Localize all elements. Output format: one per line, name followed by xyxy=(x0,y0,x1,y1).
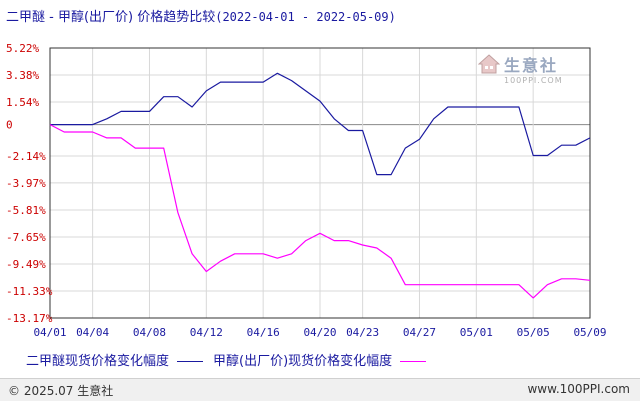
x-tick-label: 05/01 xyxy=(460,326,493,339)
y-tick-label: -11.33% xyxy=(6,285,53,298)
chart-legend: 二甲醚现货价格变化幅度 甲醇(出厂价)现货价格变化幅度 xyxy=(26,350,436,369)
series-line-1 xyxy=(50,72,591,176)
y-tick-label: 3.38% xyxy=(6,69,39,82)
chart-date-range: (2022-04-01 - 2022-05-09) xyxy=(215,10,396,24)
watermark: 生意社 100PPI.COM xyxy=(478,52,563,85)
footer-site-link[interactable]: www.100PPI.com xyxy=(527,382,630,396)
footer-copyright: © 2025.07 生意社 xyxy=(8,384,114,398)
legend-label-series2: 甲醇(出厂价)现货价格变化幅度 xyxy=(213,354,393,369)
y-tick-label: -3.97% xyxy=(6,177,46,190)
x-tick-label: 04/01 xyxy=(33,326,66,339)
x-tick-label: 05/05 xyxy=(517,326,550,339)
series-line-2 xyxy=(49,124,591,299)
chart-grid xyxy=(49,47,591,319)
legend-label-series1: 二甲醚现货价格变化幅度 xyxy=(26,354,170,369)
x-tick-label: 04/04 xyxy=(76,326,109,339)
legend-swatch-series1 xyxy=(177,361,204,362)
x-tick-label: 04/08 xyxy=(133,326,166,339)
y-tick-label: 5.22% xyxy=(6,42,39,55)
chart-title: 二甲醚 - 甲醇(出厂价) 价格趋势比较(2022-04-01 - 2022-0… xyxy=(6,6,396,25)
x-tick-label: 05/09 xyxy=(573,326,606,339)
chart-series xyxy=(49,72,591,299)
y-tick-label: -7.65% xyxy=(6,231,46,244)
x-tick-label: 04/12 xyxy=(190,326,223,339)
y-tick-label: -9.49% xyxy=(6,258,46,271)
watermark-url: 100PPI.COM xyxy=(504,76,563,85)
x-tick-label: 04/16 xyxy=(247,326,280,339)
x-tick-label: 04/27 xyxy=(403,326,436,339)
watermark-brand: 生意社 xyxy=(504,56,559,75)
x-axis: 04/01 04/04 04/08 04/12 04/16 04/20 04/23 04/27… xyxy=(33,326,606,339)
x-tick-label: 04/23 xyxy=(346,326,379,339)
legend-swatch-series2 xyxy=(400,361,427,362)
footer-bar: © 2025.07 生意社 www.100PPI.com xyxy=(0,378,640,401)
house-logo-icon xyxy=(478,54,500,74)
y-tick-label: -13.17% xyxy=(6,312,53,325)
y-axis: 5.22% 3.38% 1.54% 0 -2.14% -3.97% -5.81% -7.65%… xyxy=(6,42,53,325)
price-trend-chart: 5.22% 3.38% 1.54% 0 -2.14% -3.97% -5.81% -7.65%… xyxy=(6,42,607,339)
y-tick-label: 1.54% xyxy=(6,96,39,109)
plot-area-border xyxy=(49,47,591,319)
y-tick-label: -2.14% xyxy=(6,150,46,163)
chart-title-text: 二甲醚 - 甲醇(出厂价) 价格趋势比较 xyxy=(6,10,216,25)
y-tick-label: -5.81% xyxy=(6,204,46,217)
x-tick-label: 04/20 xyxy=(303,326,336,339)
y-tick-label: 0 xyxy=(6,119,13,132)
